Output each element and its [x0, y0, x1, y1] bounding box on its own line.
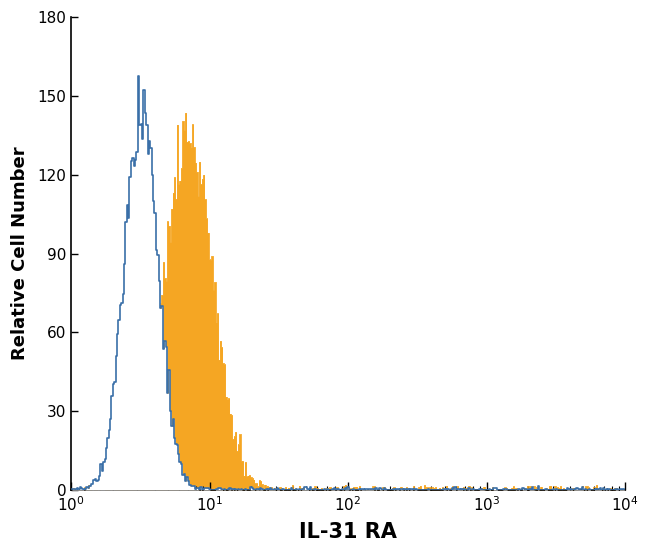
Y-axis label: Relative Cell Number: Relative Cell Number — [11, 147, 29, 361]
X-axis label: IL-31 RA: IL-31 RA — [299, 522, 397, 542]
